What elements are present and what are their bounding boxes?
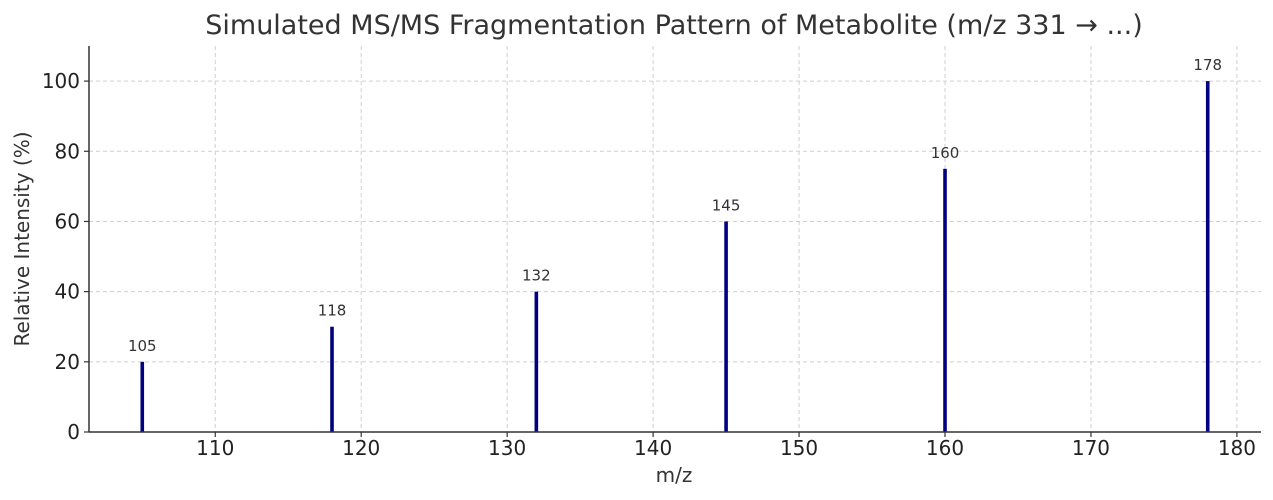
- x-tick-label: 160: [926, 436, 964, 460]
- x-tick-label: 140: [634, 436, 672, 460]
- y-tick-label: 60: [55, 209, 80, 233]
- x-tick-label: 180: [1218, 436, 1256, 460]
- x-tick-label: 110: [196, 436, 234, 460]
- chart-title: Simulated MS/MS Fragmentation Pattern of…: [205, 10, 1142, 41]
- peaks: [140, 81, 1210, 432]
- y-tick-label: 0: [67, 420, 80, 444]
- y-axis-label: Relative Intensity (%): [10, 131, 34, 346]
- data-labels: 105 118 132 145 160 178: [128, 56, 1222, 355]
- grid: [89, 46, 1261, 432]
- peak-label: 105: [128, 337, 157, 355]
- x-axis-label: m/z: [656, 463, 693, 487]
- peak-bar: [943, 168, 947, 432]
- y-tick-label: 80: [55, 139, 80, 163]
- peak-bar: [724, 221, 728, 432]
- peak-label: 118: [318, 302, 347, 320]
- y-tick-label: 100: [42, 69, 80, 93]
- peak-bar: [1205, 81, 1210, 432]
- y-tick-label: 40: [55, 280, 80, 304]
- x-tick-label: 170: [1072, 436, 1110, 460]
- peak-label: 178: [1193, 56, 1222, 74]
- axes: [88, 46, 1261, 433]
- peak-label: 145: [712, 196, 741, 214]
- peak-bar: [140, 361, 145, 432]
- peak-bar: [330, 326, 334, 432]
- x-tick-label: 150: [780, 436, 818, 460]
- y-tick-label: 20: [55, 350, 80, 374]
- y-ticks: 0 20 40 60 80 100: [42, 69, 89, 444]
- x-tick-label: 120: [342, 436, 380, 460]
- peak-bar: [534, 291, 539, 432]
- x-ticks: 110 120 130 140 150 160 170 180: [196, 432, 1256, 460]
- peak-label: 160: [931, 144, 960, 162]
- x-tick-label: 130: [488, 436, 526, 460]
- peak-label: 132: [522, 267, 551, 285]
